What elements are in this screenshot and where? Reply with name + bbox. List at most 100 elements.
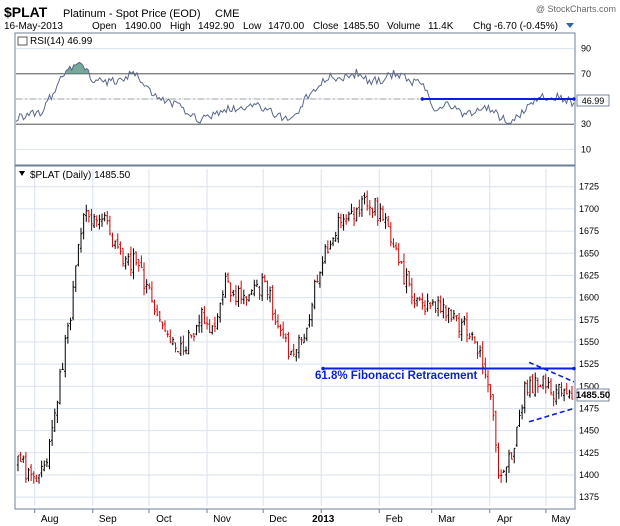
- price-bar: [77, 244, 80, 267]
- price-last-value: 1485.50: [576, 390, 610, 401]
- price-bar: [489, 384, 492, 400]
- instrument-name: Platinum - Spot Price (EOD): [63, 8, 201, 20]
- price-bar: [344, 214, 348, 225]
- price-bar: [444, 305, 448, 321]
- price-bar: [119, 241, 122, 255]
- price-bar: [381, 205, 385, 221]
- price-panel: 1375 1400 1425 1450 1475 1500 1525 1550 1575 1600…: [14, 165, 610, 525]
- price-tick-label: 1675: [579, 226, 599, 236]
- chg-value: -6.70 (-0.45%): [494, 21, 558, 32]
- price-bar: [195, 324, 198, 336]
- rsi-tick-label: 30: [581, 119, 591, 129]
- price-bar: [486, 370, 490, 393]
- x-tick-label: Oct: [156, 514, 172, 525]
- x-tick-label: 2013: [312, 514, 335, 525]
- price-bar: [71, 280, 75, 321]
- x-tick-label: Apr: [497, 514, 513, 525]
- price-bar: [237, 285, 240, 307]
- price-bar: [74, 265, 77, 292]
- price-bar: [565, 382, 568, 395]
- price-bar: [366, 190, 369, 211]
- price-tick-label: 1700: [579, 204, 599, 214]
- price-bar: [421, 292, 424, 310]
- price-bar: [145, 279, 148, 294]
- price-bar: [534, 372, 537, 397]
- price-bar: [305, 327, 309, 342]
- price-bar: [415, 297, 419, 307]
- price-bar: [318, 271, 322, 288]
- price-bar: [331, 237, 335, 247]
- price-bar: [79, 227, 83, 253]
- price-bar: [568, 389, 571, 399]
- price-bar: [513, 447, 516, 464]
- price-bar: [402, 253, 406, 285]
- price-bar: [221, 290, 224, 306]
- rsi-tick-label: 90: [581, 44, 591, 54]
- rsi-annotation-group: [420, 97, 576, 101]
- price-tick-label: 1575: [579, 315, 599, 325]
- price-bar: [24, 452, 28, 483]
- price-bar: [297, 334, 301, 359]
- price-tick-label: 1725: [579, 182, 599, 192]
- price-bar: [226, 272, 230, 283]
- price-bar: [229, 282, 232, 303]
- price-bar: [555, 384, 558, 405]
- price-tick-label: 1475: [579, 403, 599, 413]
- price-bar: [350, 203, 353, 215]
- price-bar: [250, 289, 253, 295]
- price-bar: [541, 375, 545, 390]
- price-bar: [64, 334, 67, 378]
- price-bar: [137, 259, 140, 272]
- price-bar: [69, 317, 72, 331]
- chg-label: Chg: [473, 21, 491, 32]
- price-bar: [373, 198, 377, 216]
- price-bar: [316, 274, 319, 283]
- price-bar: [450, 309, 453, 322]
- price-bar: [266, 280, 269, 301]
- price-bar: [518, 409, 521, 427]
- chevron-down-icon[interactable]: [566, 23, 574, 28]
- price-bar: [510, 452, 513, 460]
- price-bar: [213, 316, 217, 332]
- price-bar: [394, 242, 398, 251]
- price-tick-label: 1600: [579, 293, 599, 303]
- price-bar: [40, 460, 43, 478]
- x-tick-label: Dec: [269, 514, 287, 525]
- price-bar: [457, 312, 461, 339]
- price-bar: [502, 469, 505, 473]
- price-bar: [127, 253, 130, 266]
- price-bar: [326, 240, 330, 254]
- price-bar: [295, 349, 298, 362]
- price-tick-label: 1400: [579, 470, 599, 480]
- price-bar: [113, 240, 117, 249]
- price-bar: [418, 296, 421, 301]
- price-bar: [29, 464, 33, 481]
- price-bar: [216, 313, 219, 330]
- rsi-annotation-endpoint: [420, 97, 425, 101]
- open-label: Open: [92, 21, 116, 32]
- price-bar: [276, 314, 280, 329]
- price-bar: [308, 314, 311, 328]
- price-bar: [471, 331, 474, 341]
- price-panel-frame: [14, 165, 576, 510]
- price-bar: [247, 294, 251, 302]
- price-bar: [211, 325, 214, 335]
- price-tick-label: 1450: [579, 426, 599, 436]
- price-bar: [253, 279, 256, 297]
- price-bar: [32, 471, 35, 484]
- rsi-panel: 1030507090 RSI(14) 46.99 46.99: [14, 32, 610, 166]
- price-bar: [549, 378, 553, 396]
- legend-checkbox-icon[interactable]: [17, 36, 28, 46]
- x-tick-label: Feb: [386, 514, 404, 525]
- quote-date: 16-May-2013: [4, 21, 63, 32]
- price-last-value-badge: [576, 388, 610, 402]
- low-value: 1470.00: [268, 21, 305, 32]
- price-bar: [260, 273, 264, 301]
- low-label: Low: [243, 21, 262, 32]
- price-bar: [473, 336, 477, 344]
- price-legend: $PLAT (Daily) 1485.50: [30, 170, 131, 181]
- price-bar: [410, 277, 414, 305]
- chevron-down-icon[interactable]: [19, 171, 25, 176]
- price-bar: [552, 390, 555, 407]
